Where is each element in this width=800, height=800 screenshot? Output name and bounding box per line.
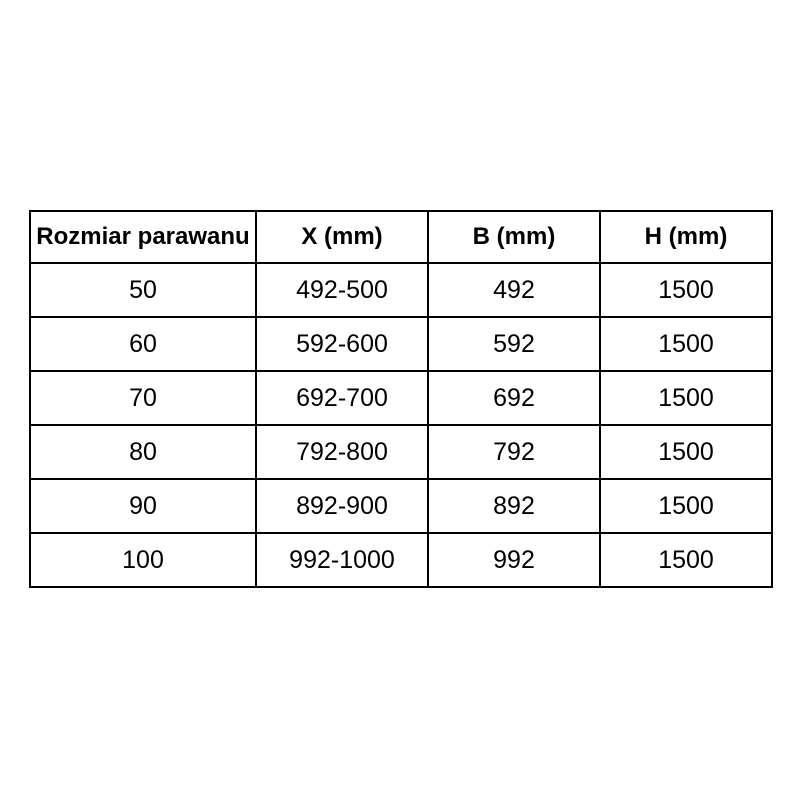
table-row: 50 492-500 492 1500 xyxy=(29,262,773,318)
table-cell: 90 xyxy=(29,478,257,534)
table-cell: 1500 xyxy=(599,370,773,426)
table-cell: 792-800 xyxy=(255,424,429,480)
column-header-b: B (mm) xyxy=(427,210,601,264)
table-cell: 592 xyxy=(427,316,601,372)
table-cell: 1500 xyxy=(599,316,773,372)
column-header-h: H (mm) xyxy=(599,210,773,264)
table-cell: 792 xyxy=(427,424,601,480)
table-cell: 492 xyxy=(427,262,601,318)
table-cell: 992-1000 xyxy=(255,532,429,588)
table-cell: 80 xyxy=(29,424,257,480)
table-cell: 992 xyxy=(427,532,601,588)
table-cell: 692 xyxy=(427,370,601,426)
table-cell: 100 xyxy=(29,532,257,588)
table-row: 70 692-700 692 1500 xyxy=(29,370,773,426)
table-cell: 1500 xyxy=(599,262,773,318)
column-header-x: X (mm) xyxy=(255,210,429,264)
table-header-row: Rozmiar parawanu X (mm) B (mm) H (mm) xyxy=(29,210,773,264)
table-cell: 70 xyxy=(29,370,257,426)
table-cell: 692-700 xyxy=(255,370,429,426)
column-header-rozmiar: Rozmiar parawanu xyxy=(29,210,257,264)
size-spec-table: Rozmiar parawanu X (mm) B (mm) H (mm) 50… xyxy=(29,210,773,588)
table-cell: 892 xyxy=(427,478,601,534)
table-cell: 892-900 xyxy=(255,478,429,534)
table-row: 60 592-600 592 1500 xyxy=(29,316,773,372)
table-cell: 50 xyxy=(29,262,257,318)
table-cell: 592-600 xyxy=(255,316,429,372)
table-cell: 1500 xyxy=(599,478,773,534)
table-cell: 492-500 xyxy=(255,262,429,318)
table-row: 90 892-900 892 1500 xyxy=(29,478,773,534)
table-cell: 1500 xyxy=(599,532,773,588)
table-row: 80 792-800 792 1500 xyxy=(29,424,773,480)
table-cell: 1500 xyxy=(599,424,773,480)
table-cell: 60 xyxy=(29,316,257,372)
table-row: 100 992-1000 992 1500 xyxy=(29,532,773,588)
